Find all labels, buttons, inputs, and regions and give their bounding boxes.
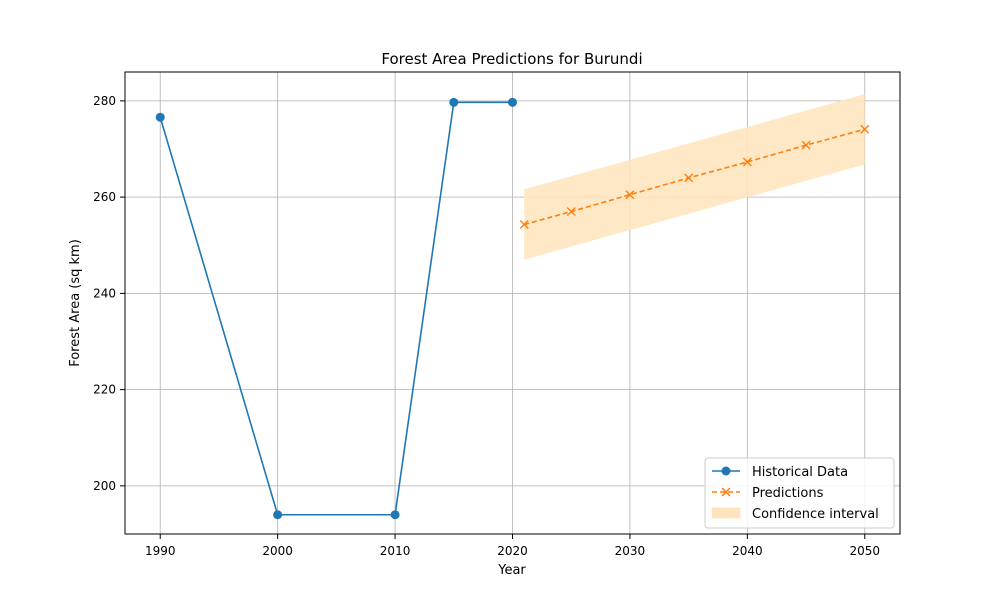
y-tick-label: 280 [93,94,116,108]
legend-predictions-label: Predictions [752,486,824,501]
historical-data-line [159,101,513,516]
x-tick-label: 2020 [497,544,528,558]
predictions-point [684,173,694,183]
chart-title: Forest Area Predictions for Burundi [381,50,642,68]
x-axis-label: Year [497,563,526,578]
predictions-point [519,220,529,230]
legend-ci-label: Confidence interval [752,507,879,522]
predictions-point [566,207,576,217]
x-tick-label: 2030 [615,544,646,558]
historical-data-point [508,97,517,107]
legend-predictions-marker [721,487,731,497]
x-tick-label: 2010 [380,544,411,558]
y-axis-label: Forest Area (sq km) [68,239,83,367]
x-axis: 1990 2000 2010 2020 2030 2040 2050 [145,534,880,558]
predictions-point [742,157,752,167]
legend-historical-label: Historical Data [752,465,848,480]
historical-data-point [449,97,459,107]
y-tick-label: 260 [93,190,116,204]
y-tick-label: 220 [93,383,116,397]
y-axis: 200 220 240 260 280 [93,94,125,493]
legend-frame [704,457,895,529]
predictions-point [801,140,811,150]
x-tick-label: 2050 [849,544,880,558]
legend-historical-marker [721,466,731,476]
predictions-point [860,124,870,134]
y-tick-label: 200 [93,479,116,493]
x-tick-label: 2040 [732,544,763,558]
x-tick-label: 2000 [262,544,293,558]
historical-data-point [155,112,165,122]
y-tick-label: 240 [93,286,116,300]
historical-data-point [273,510,283,520]
legend: Historical Data Predictions Confidence i… [704,457,895,529]
x-tick-label: 1990 [145,544,176,558]
series-layer [155,97,870,520]
legend-ci-swatch [711,507,741,519]
predictions-point [625,190,635,200]
historical-data-point [390,510,400,520]
